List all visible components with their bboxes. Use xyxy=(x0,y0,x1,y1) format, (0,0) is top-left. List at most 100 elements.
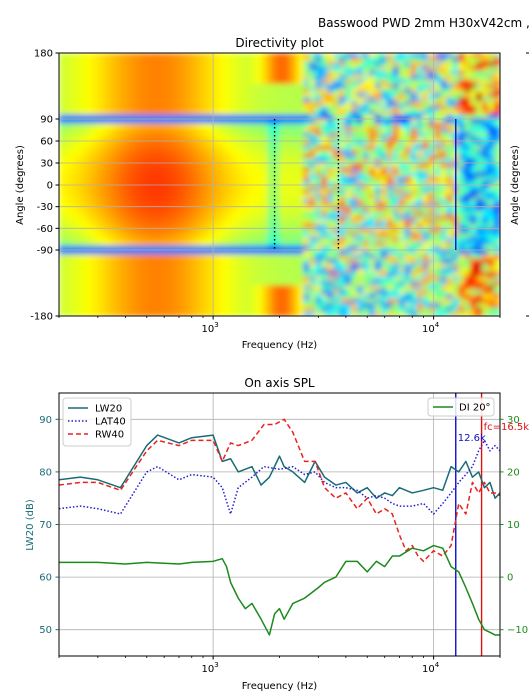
heatmap-cell xyxy=(148,114,155,120)
heatmap-cell xyxy=(392,250,400,255)
heatmap-cell xyxy=(202,294,209,299)
heatmap-cell xyxy=(404,193,412,199)
heatmap-cell xyxy=(196,263,203,269)
heatmap-cell xyxy=(207,61,215,67)
heatmap-cell xyxy=(213,185,221,190)
heatmap-cell xyxy=(351,53,358,58)
heatmap-cell xyxy=(321,57,328,63)
heatmap-cell xyxy=(386,302,394,308)
heatmap-cell xyxy=(351,61,358,67)
heatmap-cell xyxy=(106,241,114,247)
heatmap-cell xyxy=(279,250,287,255)
heatmap-cell xyxy=(70,272,78,277)
heatmap-cell xyxy=(64,298,72,304)
heatmap-cell xyxy=(464,141,471,146)
heatmap-cell xyxy=(339,119,346,124)
heatmap-cell xyxy=(82,250,90,255)
heatmap-cell xyxy=(142,245,149,251)
heatmap-cell xyxy=(136,193,144,199)
heatmap-cell xyxy=(64,211,72,216)
heatmap-cell xyxy=(136,224,144,229)
heatmap-cell xyxy=(279,176,287,182)
heatmap-cell xyxy=(476,219,483,225)
heatmap-cell xyxy=(82,289,90,295)
heatmap-cell xyxy=(219,101,227,107)
heatmap-cell xyxy=(374,237,382,242)
heatmap-cell xyxy=(392,88,400,94)
heatmap-cell xyxy=(267,171,275,177)
heatmap-cell xyxy=(285,88,293,94)
heatmap-cell xyxy=(225,267,233,273)
heatmap-cell xyxy=(160,258,167,264)
heatmap-cell xyxy=(398,110,406,116)
heatmap-cell xyxy=(88,132,96,138)
heatmap-cell xyxy=(279,280,287,286)
heatmap-cell xyxy=(422,123,430,129)
heatmap-cell xyxy=(446,114,453,120)
heatmap-cell xyxy=(59,254,66,260)
heatmap-cell xyxy=(380,75,388,80)
heatmap-cell xyxy=(392,307,400,313)
heatmap-cell xyxy=(59,241,66,247)
heatmap-cell xyxy=(494,263,500,269)
heatmap-cell xyxy=(476,298,483,304)
heatmap-cell xyxy=(482,211,489,216)
heatmap-cell xyxy=(130,83,138,89)
heatmap-cell xyxy=(207,154,215,160)
heatmap-cell xyxy=(184,280,191,286)
heatmap-cell xyxy=(345,267,352,273)
heatmap-cell xyxy=(243,272,251,277)
heatmap-cell xyxy=(88,267,96,273)
heatmap-cell xyxy=(345,307,352,313)
heatmap-cell xyxy=(225,311,233,316)
heatmap-cell xyxy=(100,92,108,98)
legend-label: RW40 xyxy=(95,430,124,441)
heatmap-cell xyxy=(267,237,275,242)
heatmap-cell xyxy=(356,110,364,116)
heatmap-cell xyxy=(112,285,120,291)
heatmap-cell xyxy=(219,136,227,142)
heatmap-cell xyxy=(297,176,304,182)
heatmap-cell xyxy=(142,141,149,146)
heatmap-cell xyxy=(112,57,120,63)
heatmap-cell xyxy=(100,294,108,299)
heatmap-cell xyxy=(255,163,263,168)
heatmap-cell xyxy=(339,219,346,225)
heatmap-cell xyxy=(130,127,138,133)
heatmap-cell xyxy=(422,97,430,102)
heatmap-cell xyxy=(428,298,436,304)
heatmap-cell xyxy=(202,267,209,273)
heatmap-cell xyxy=(112,254,120,260)
heatmap-cell xyxy=(154,263,161,269)
heatmap-cell xyxy=(458,92,465,98)
heatmap-cell xyxy=(416,276,424,282)
heatmap-cell xyxy=(196,97,203,102)
heatmap-cell xyxy=(130,163,138,168)
heatmap-cell xyxy=(333,189,340,195)
heatmap-cell xyxy=(88,276,96,282)
heatmap-cell xyxy=(136,57,144,63)
heatmap-cell xyxy=(100,119,108,124)
heatmap-cell xyxy=(404,83,412,89)
heatmap-cell xyxy=(440,245,447,251)
heatmap-cell xyxy=(142,61,149,67)
heatmap-cell xyxy=(255,97,263,102)
heatmap-cell xyxy=(470,224,477,229)
heatmap-cell xyxy=(76,237,84,242)
heatmap-cell xyxy=(488,267,495,273)
heatmap-cell xyxy=(297,254,304,260)
heatmap-cell xyxy=(309,285,316,291)
heatmap-cell xyxy=(237,101,245,107)
heatmap-cell xyxy=(464,70,471,76)
heatmap-cell xyxy=(374,285,382,291)
heatmap-cell xyxy=(124,114,132,120)
heatmap-cell xyxy=(291,123,298,129)
heatmap-cell xyxy=(213,145,221,151)
heatmap-cell xyxy=(285,237,293,242)
heatmap-cell xyxy=(118,70,126,76)
heatmap-cell xyxy=(440,289,447,295)
heatmap-cell xyxy=(297,180,304,186)
heatmap-cell xyxy=(76,136,84,142)
heatmap-cell xyxy=(458,105,465,111)
heatmap-cell xyxy=(398,298,406,304)
